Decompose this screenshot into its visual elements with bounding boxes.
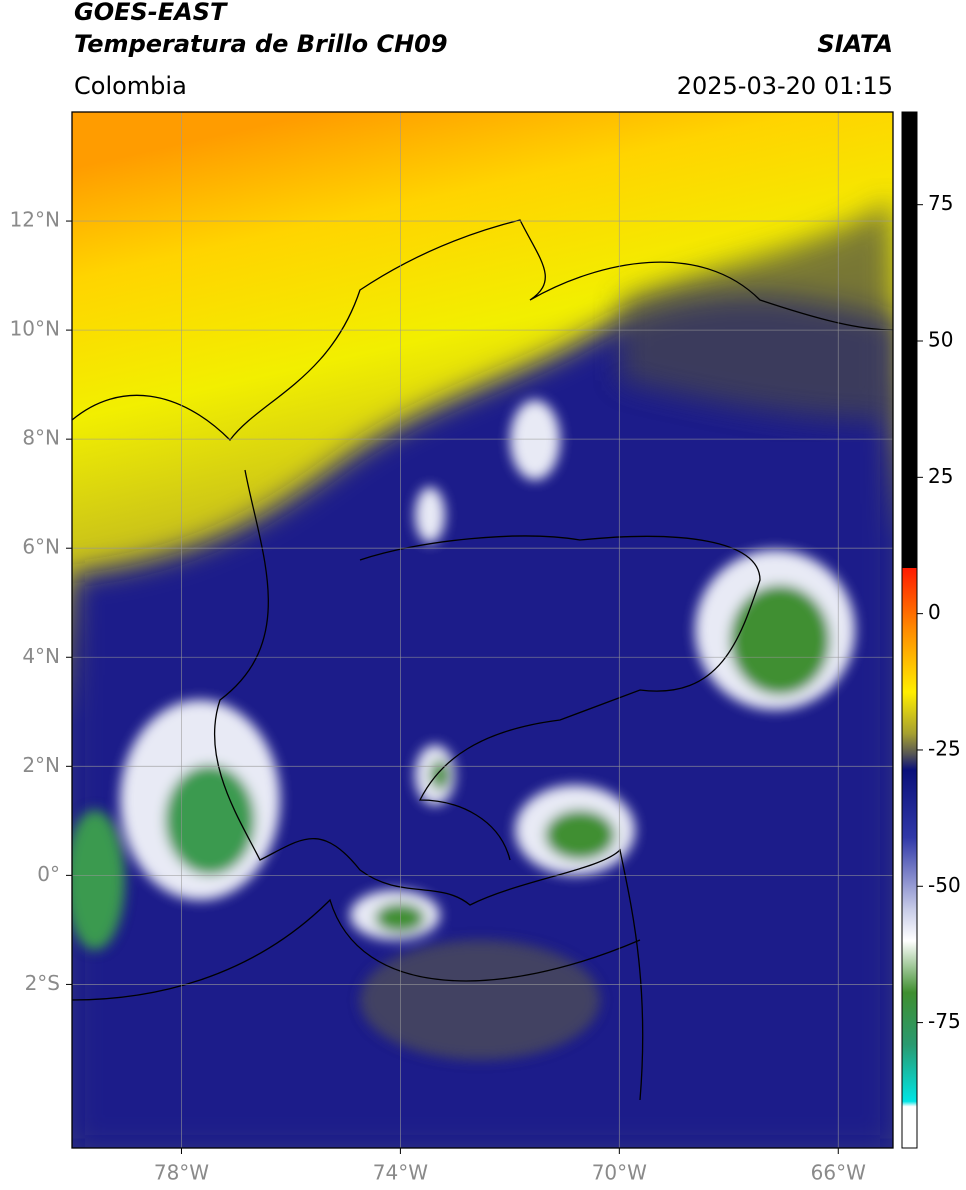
colorbar-tick-label: 0 bbox=[928, 600, 941, 624]
clouds bbox=[72, 400, 855, 1060]
x-tick-label: 74°W bbox=[373, 1161, 428, 1185]
y-tick-label: 12°N bbox=[10, 208, 60, 232]
y-tick-label: 6°N bbox=[22, 535, 60, 559]
source: SIATA bbox=[817, 30, 893, 58]
y-tick-label: 2°N bbox=[22, 753, 60, 777]
colorbar-tick-label: -75 bbox=[928, 1009, 961, 1033]
cold-region bbox=[72, 295, 893, 1148]
y-tick-label: 0° bbox=[37, 862, 60, 886]
x-tick-label: 66°W bbox=[811, 1161, 866, 1185]
colorbar-tick-label: 50 bbox=[928, 328, 953, 352]
borders bbox=[72, 219, 893, 1101]
y-tick-label: 2°S bbox=[25, 971, 60, 995]
x-tick-label: 70°W bbox=[592, 1161, 647, 1185]
colorbar-tick-label: -25 bbox=[928, 736, 961, 760]
subtitle: Temperatura de Brillo CH09 bbox=[74, 30, 448, 58]
colorbar-tick-label: -50 bbox=[928, 873, 961, 897]
y-tick-label: 4°N bbox=[22, 644, 60, 668]
map-frame bbox=[71, 111, 894, 1149]
y-tick-label: 10°N bbox=[10, 317, 60, 341]
colorbar-tick-label: 25 bbox=[928, 464, 953, 488]
y-tick-label: 8°N bbox=[22, 426, 60, 450]
satellite-image bbox=[72, 112, 893, 1148]
gray-region bbox=[620, 200, 893, 420]
colorbar bbox=[901, 111, 918, 1149]
colorbar-tick-label: 75 bbox=[928, 191, 953, 215]
datetime: 2025-03-20 01:15 bbox=[677, 72, 893, 100]
x-tick-label: 78°W bbox=[154, 1161, 209, 1185]
region: Colombia bbox=[74, 72, 187, 100]
graticule bbox=[72, 112, 893, 1148]
title: GOES-EAST bbox=[74, 0, 228, 26]
